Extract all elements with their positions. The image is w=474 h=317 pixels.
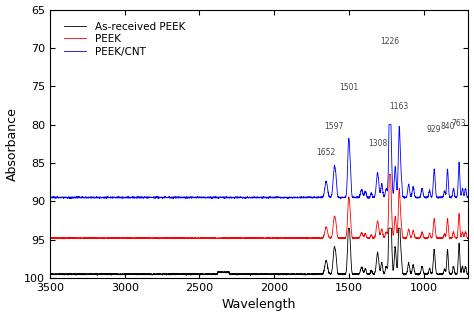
As-received PEEK bbox=[123, 272, 129, 276]
As-received PEEK bbox=[47, 273, 53, 277]
PEEK/CNT bbox=[298, 196, 304, 200]
Text: 840: 840 bbox=[440, 122, 455, 131]
Text: 929: 929 bbox=[427, 125, 441, 134]
PEEK bbox=[319, 236, 325, 240]
As-received PEEK bbox=[298, 272, 304, 276]
Text: 1652: 1652 bbox=[317, 148, 336, 157]
PEEK/CNT bbox=[465, 196, 471, 200]
Line: PEEK/CNT: PEEK/CNT bbox=[50, 125, 468, 199]
PEEK/CNT bbox=[392, 179, 397, 183]
Text: 1501: 1501 bbox=[339, 83, 358, 92]
As-received PEEK bbox=[465, 273, 471, 277]
As-received PEEK bbox=[346, 226, 351, 230]
As-received PEEK bbox=[207, 272, 213, 276]
As-received PEEK bbox=[392, 258, 397, 262]
PEEK bbox=[359, 231, 365, 235]
PEEK bbox=[207, 236, 213, 240]
PEEK bbox=[392, 225, 397, 229]
PEEK/CNT bbox=[207, 195, 213, 199]
Legend: As-received PEEK, PEEK, PEEK/CNT: As-received PEEK, PEEK, PEEK/CNT bbox=[59, 17, 189, 61]
Text: 1308: 1308 bbox=[368, 139, 387, 148]
PEEK/CNT bbox=[338, 197, 344, 201]
PEEK bbox=[465, 236, 471, 240]
Y-axis label: Absorbance: Absorbance bbox=[6, 107, 18, 181]
PEEK/CNT bbox=[47, 196, 53, 200]
Text: 1163: 1163 bbox=[390, 102, 409, 111]
PEEK/CNT bbox=[359, 189, 365, 193]
PEEK bbox=[298, 236, 304, 240]
PEEK bbox=[304, 237, 310, 241]
As-received PEEK bbox=[319, 272, 325, 275]
Text: 1597: 1597 bbox=[325, 122, 344, 131]
As-received PEEK bbox=[360, 267, 365, 271]
PEEK bbox=[123, 236, 129, 240]
As-received PEEK bbox=[94, 274, 100, 277]
X-axis label: Wavelength: Wavelength bbox=[222, 298, 296, 311]
Text: 1226: 1226 bbox=[380, 37, 400, 46]
Text: 763: 763 bbox=[452, 120, 466, 128]
Line: As-received PEEK: As-received PEEK bbox=[50, 228, 468, 275]
PEEK bbox=[47, 236, 53, 240]
PEEK/CNT bbox=[319, 195, 325, 199]
PEEK bbox=[386, 172, 392, 176]
Line: PEEK: PEEK bbox=[50, 174, 468, 239]
PEEK/CNT bbox=[386, 123, 392, 126]
PEEK/CNT bbox=[123, 196, 129, 199]
